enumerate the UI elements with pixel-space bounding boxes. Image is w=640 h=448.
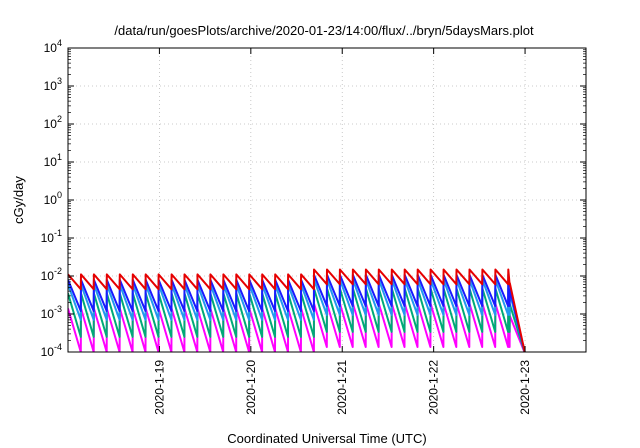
y-tick-label: 103	[44, 76, 62, 93]
x-tick-label: 2020-1-19	[152, 360, 166, 415]
y-tick-label: 100	[44, 190, 62, 207]
y-tick-label: 10-2	[41, 266, 62, 283]
x-axis-label: Coordinated Universal Time (UTC)	[227, 431, 426, 446]
y-tick-label: 10-4	[41, 342, 62, 359]
y-axis-label: cGy/day	[11, 176, 26, 224]
y-tick-label: 101	[44, 152, 62, 169]
y-ticks: 10-4 10-3 10-2 10-1 100 101 102 103 104	[41, 38, 586, 359]
x-tick-label: 2020-1-23	[518, 360, 532, 415]
x-tick-label: 2020-1-22	[427, 360, 441, 415]
x-tick-label: 2020-1-21	[335, 360, 349, 415]
grid	[68, 48, 586, 352]
y-tick-label: 10-1	[41, 228, 62, 245]
x-ticks: 2020-1-19 2020-1-20 2020-1-21 2020-1-22 2020…	[152, 48, 532, 415]
x-tick-label: 2020-1-20	[244, 360, 258, 415]
y-tick-label: 10-3	[41, 304, 62, 321]
chart-title: /data/run/goesPlots/archive/2020-01-23/1…	[114, 23, 534, 38]
y-tick-label: 102	[44, 114, 62, 131]
series-group	[68, 268, 526, 352]
y-tick-label: 104	[44, 38, 62, 55]
series-line	[68, 268, 526, 352]
